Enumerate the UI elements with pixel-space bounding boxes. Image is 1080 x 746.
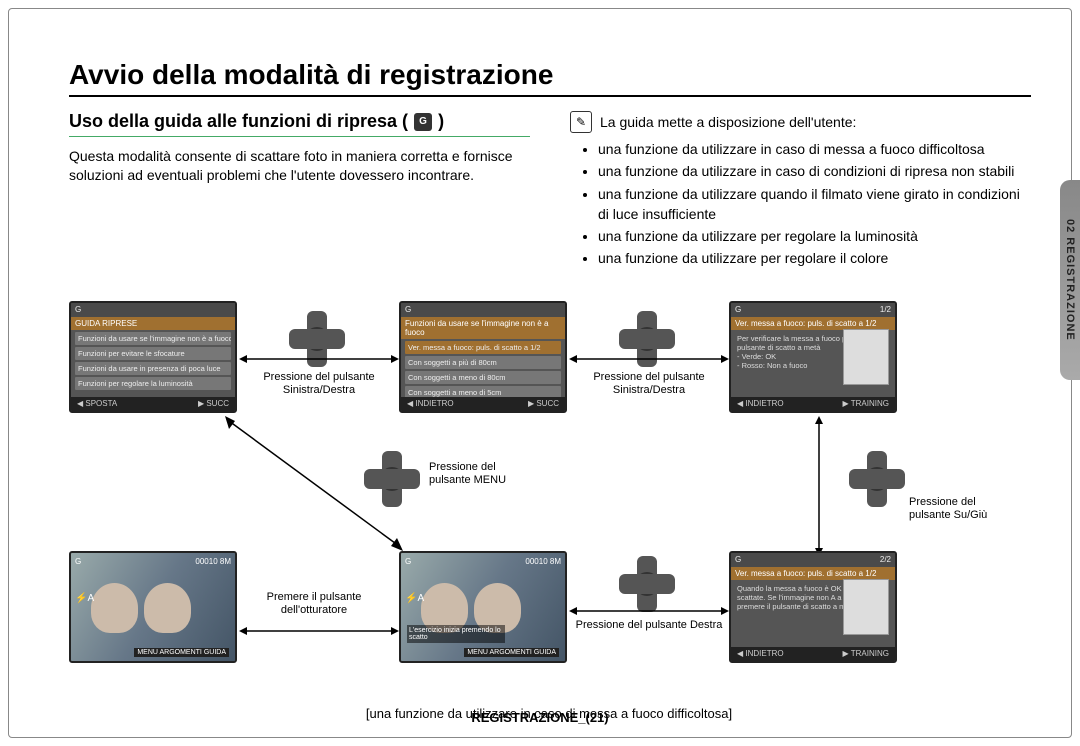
note-icon: ✎ xyxy=(570,111,592,133)
list-item: una funzione da utilizzare quando il fil… xyxy=(598,184,1031,225)
section-tab: 02 REGISTRAZIONE xyxy=(1060,180,1080,380)
left-column: Uso della guida alle funzioni di ripresa… xyxy=(69,111,530,271)
two-column-layout: Uso della guida alle funzioni di ripresa… xyxy=(69,111,1031,271)
arrow-icon xyxy=(219,416,419,556)
label-press-menu: Pressione del pulsante MENU xyxy=(429,461,539,487)
list-item: una funzione da utilizzare per regolare … xyxy=(598,226,1031,246)
dpad-icon: MENU OK xyxy=(849,451,905,507)
arrow-icon xyxy=(239,621,399,641)
flow-diagram: G GUIDA RIPRESE Funzioni da usare se l'i… xyxy=(69,301,1029,731)
note-header: ✎ La guida mette a disposizione dell'ute… xyxy=(570,111,1031,133)
camera-screen-help-2: G2/2 Ver. messa a fuoco: puls. di scatto… xyxy=(729,551,897,663)
page-title: Avvio della modalità di registrazione xyxy=(69,59,1031,97)
list-item: una funzione da utilizzare in caso di co… xyxy=(598,161,1031,181)
label-press-updown: Pressione del pulsante Su/Giù xyxy=(909,496,1009,522)
guide-mode-icon: G xyxy=(414,113,432,131)
right-column: ✎ La guida mette a disposizione dell'ute… xyxy=(570,111,1031,271)
page-footer: REGISTRAZIONE_(21) xyxy=(9,710,1071,725)
list-item: una funzione da utilizzare per regolare … xyxy=(598,248,1031,268)
list-item: una funzione da utilizzare in caso di me… xyxy=(598,139,1031,159)
intro-paragraph: Questa modalità consente di scattare fot… xyxy=(69,147,530,185)
camera-screen-live-1: G00010 8M ⚡A MENU ARGOMENTI GUIDA xyxy=(69,551,237,663)
camera-screen-live-2: G00010 8M ⚡A L'esercizio inizia premendo… xyxy=(399,551,567,663)
camera-screen-focus-submenu: G Funzioni da usare se l'immagine non è … xyxy=(399,301,567,413)
arrow-icon xyxy=(569,349,729,369)
arrow-icon xyxy=(239,349,399,369)
feature-list: una funzione da utilizzare in caso di me… xyxy=(570,139,1031,269)
label-press-shutter: Premere il pulsante dell'otturatore xyxy=(249,591,379,617)
manual-page: Avvio della modalità di registrazione Us… xyxy=(8,8,1072,738)
arrow-icon xyxy=(809,416,829,556)
camera-screen-help-1: G1/2 Ver. messa a fuoco: puls. di scatto… xyxy=(729,301,897,413)
section-heading: Uso della guida alle funzioni di ripresa… xyxy=(69,111,530,137)
camera-screen-guide-menu: G GUIDA RIPRESE Funzioni da usare se l'i… xyxy=(69,301,237,413)
label-press-lr: Pressione del pulsante Sinistra/Destra xyxy=(254,371,384,397)
arrow-icon xyxy=(569,601,729,621)
label-press-lr: Pressione del pulsante Sinistra/Destra xyxy=(584,371,714,397)
